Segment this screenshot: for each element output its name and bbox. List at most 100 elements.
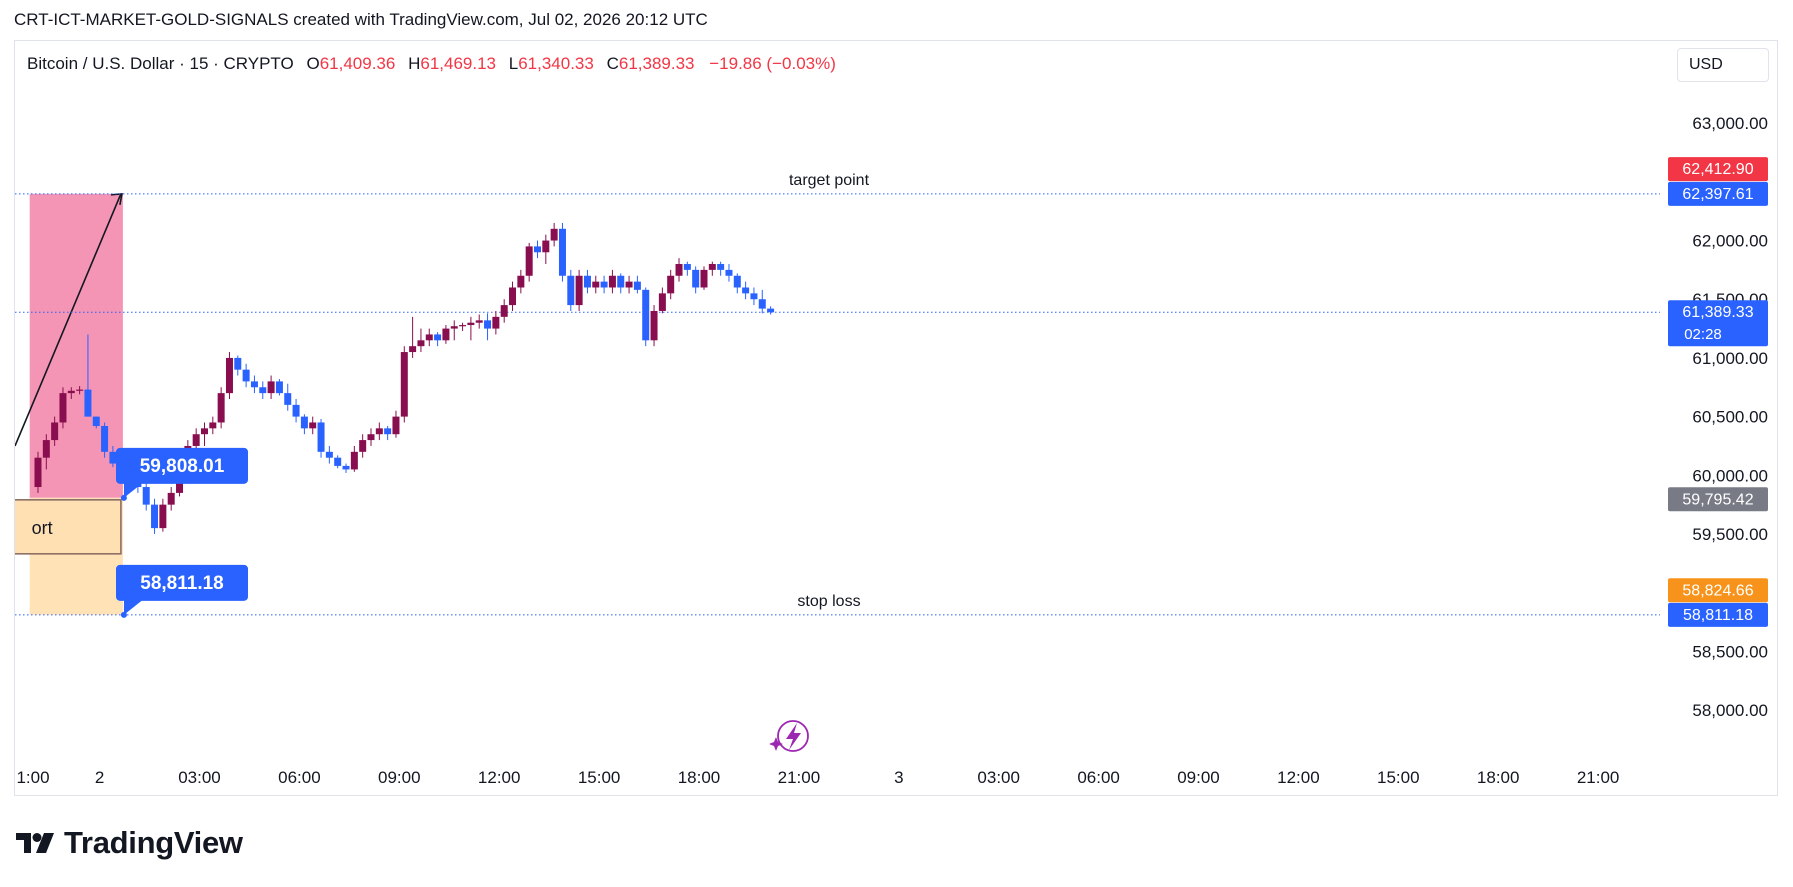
candle-2[interactable] xyxy=(51,416,59,446)
candle-48[interactable] xyxy=(434,332,442,347)
candle-1[interactable] xyxy=(42,434,50,470)
candle-63[interactable] xyxy=(558,222,566,282)
candle-31[interactable] xyxy=(292,399,300,423)
candle-73[interactable] xyxy=(642,287,650,347)
candle-79[interactable] xyxy=(692,266,700,294)
candle-20[interactable] xyxy=(200,422,208,446)
stop-callout[interactable]: 58,811.18 xyxy=(116,564,248,618)
candle-68[interactable] xyxy=(600,275,608,294)
entry-callout[interactable]: 59,808.01 xyxy=(116,447,248,501)
candle-13[interactable] xyxy=(142,481,150,511)
candle-21[interactable] xyxy=(209,416,217,435)
candle-87[interactable] xyxy=(758,289,766,314)
candle-3[interactable] xyxy=(59,387,67,429)
candle-60[interactable] xyxy=(533,240,541,259)
candle-53[interactable] xyxy=(475,314,483,329)
candle-36[interactable] xyxy=(334,455,342,469)
tradingview-brand[interactable]: TradingView xyxy=(16,825,243,861)
candle-69[interactable] xyxy=(608,269,616,294)
candle-62[interactable] xyxy=(550,222,558,247)
candle-88[interactable] xyxy=(767,306,775,315)
candle-78[interactable] xyxy=(683,261,691,276)
candle-29[interactable] xyxy=(275,379,283,396)
candle-65[interactable] xyxy=(575,269,583,311)
candle-24[interactable] xyxy=(234,355,242,376)
candle-15[interactable] xyxy=(159,498,167,532)
position-label-box[interactable] xyxy=(0,499,122,555)
candle-82[interactable] xyxy=(717,261,725,276)
candle-4[interactable] xyxy=(67,387,75,399)
price-label-3[interactable]: 59,795.42 xyxy=(1668,487,1768,512)
candle-84[interactable] xyxy=(733,273,741,294)
chart-frame[interactable] xyxy=(14,40,1778,796)
candle-5[interactable] xyxy=(76,386,84,395)
candle-14[interactable] xyxy=(151,498,159,534)
candle-85[interactable] xyxy=(742,281,750,300)
candle-42[interactable] xyxy=(384,425,392,441)
candle-8[interactable] xyxy=(101,422,109,458)
brand-name: TradingView xyxy=(64,825,243,860)
symbol-name[interactable]: Bitcoin / U.S. Dollar · 15 · CRYPTO xyxy=(27,54,294,73)
candle-75[interactable] xyxy=(658,287,666,314)
candle-76[interactable] xyxy=(667,269,675,300)
candle-30[interactable] xyxy=(284,383,292,411)
candle-37[interactable] xyxy=(342,463,350,473)
candle-83[interactable] xyxy=(725,264,733,282)
candle-43[interactable] xyxy=(392,410,400,438)
candle-46[interactable] xyxy=(417,328,425,353)
candle-39[interactable] xyxy=(359,434,367,458)
price-label-2[interactable]: 61,389.33 02:28 xyxy=(1668,300,1768,347)
candle-27[interactable] xyxy=(259,381,267,399)
candle-58[interactable] xyxy=(517,269,525,294)
candle-40[interactable] xyxy=(367,428,375,446)
candle-67[interactable] xyxy=(592,275,600,294)
candle-81[interactable] xyxy=(708,261,716,276)
candle-26[interactable] xyxy=(250,375,258,394)
candle-49[interactable] xyxy=(442,325,450,344)
candle-47[interactable] xyxy=(425,328,433,347)
candle-38[interactable] xyxy=(350,445,358,472)
candle-59[interactable] xyxy=(525,242,533,282)
candle-51[interactable] xyxy=(459,322,467,331)
candle-16[interactable] xyxy=(167,487,175,511)
candle-80[interactable] xyxy=(700,266,708,290)
trend-arrow-line[interactable] xyxy=(15,193,122,447)
candle-86[interactable] xyxy=(750,287,758,306)
candle-6[interactable] xyxy=(84,334,92,417)
candle-22[interactable] xyxy=(217,387,225,429)
candle-25[interactable] xyxy=(242,363,250,388)
candle-28[interactable] xyxy=(267,375,275,399)
candle-57[interactable] xyxy=(509,281,517,311)
candle-56[interactable] xyxy=(500,299,508,323)
candle-34[interactable] xyxy=(317,418,325,458)
candle-32[interactable] xyxy=(300,414,308,435)
candle-70[interactable] xyxy=(617,273,625,294)
candle-9[interactable] xyxy=(109,445,117,468)
replay-icon[interactable] xyxy=(769,720,809,752)
candle-77[interactable] xyxy=(675,258,683,282)
candle-66[interactable] xyxy=(583,269,591,294)
candle-50[interactable] xyxy=(450,320,458,341)
price-label-0[interactable]: 62,412.90 xyxy=(1668,157,1768,182)
candle-55[interactable] xyxy=(492,310,500,335)
candle-61[interactable] xyxy=(542,234,550,265)
candle-33[interactable] xyxy=(309,416,317,435)
candle-7[interactable] xyxy=(92,416,100,429)
candle-44[interactable] xyxy=(400,346,408,423)
candle-71[interactable] xyxy=(625,275,633,294)
candle-0[interactable] xyxy=(34,451,42,493)
price-label-5[interactable]: 58,811.18 xyxy=(1668,602,1768,627)
candle-35[interactable] xyxy=(325,445,333,464)
candle-23[interactable] xyxy=(225,352,233,399)
candle-54[interactable] xyxy=(484,313,492,341)
candle-45[interactable] xyxy=(409,316,417,358)
price-label-4[interactable]: 58,824.66 xyxy=(1668,578,1768,603)
candle-72[interactable] xyxy=(633,275,641,294)
candle-64[interactable] xyxy=(567,269,575,311)
currency-selector[interactable]: USD xyxy=(1677,48,1769,82)
candle-52[interactable] xyxy=(467,316,475,341)
price-label-1[interactable]: 62,397.61 xyxy=(1668,181,1768,206)
candle-41[interactable] xyxy=(375,422,383,441)
candle-74[interactable] xyxy=(650,305,658,347)
